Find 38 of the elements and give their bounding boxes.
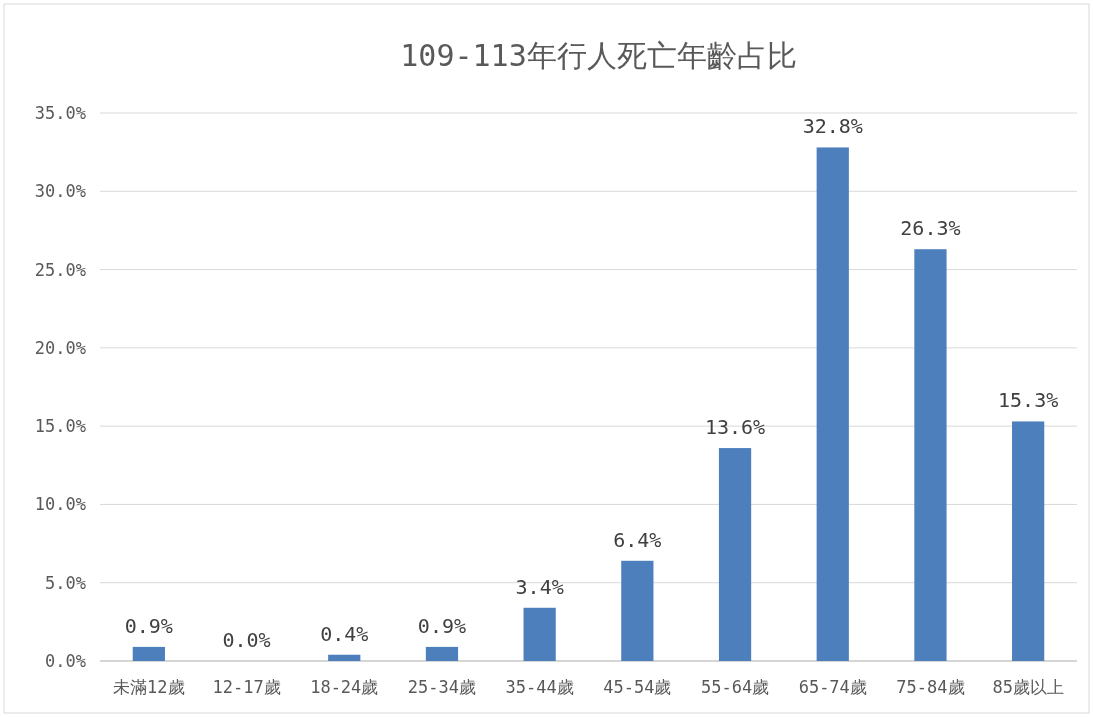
y-tick-label: 30.0% — [34, 181, 86, 202]
x-tick-label: 65-74歲 — [798, 677, 867, 697]
bar — [328, 654, 361, 661]
bar — [718, 448, 752, 661]
x-tick-label: 25-34歲 — [407, 677, 477, 697]
y-tick-label: 15.0% — [34, 416, 86, 437]
data-label: 0.9% — [417, 613, 467, 638]
bar — [132, 646, 165, 661]
y-tick-label: 5.0% — [45, 572, 86, 593]
x-tick-label: 45-54歲 — [603, 677, 672, 697]
x-tick-label: 18-24歲 — [310, 677, 379, 697]
data-label: 26.3% — [900, 216, 961, 241]
bar — [914, 249, 947, 661]
data-label: 3.4% — [515, 574, 564, 599]
data-label: 0.0% — [222, 628, 271, 652]
bar — [621, 560, 654, 661]
x-tick-label: 未滿12歲 — [113, 677, 185, 697]
data-label: 6.4% — [613, 527, 662, 552]
x-tick-label: 55-64歲 — [700, 677, 770, 697]
y-tick-label: 25.0% — [34, 259, 86, 280]
bar — [816, 147, 849, 661]
data-label: 13.6% — [704, 415, 766, 440]
data-label: 0.4% — [320, 621, 369, 646]
chart-title: 109-113年行人死亡年齡占比 — [400, 38, 797, 73]
x-tick-label: 35-44歲 — [505, 677, 574, 697]
data-label: 32.8% — [802, 114, 863, 139]
x-tick-label: 75-84歲 — [896, 677, 965, 697]
y-tick-label: 35.0% — [34, 103, 86, 123]
x-tick-label: 85歲以上 — [992, 677, 1064, 697]
data-label: 15.3% — [998, 388, 1059, 413]
y-tick-label: 0.0% — [45, 651, 86, 671]
y-tick-label: 10.0% — [34, 494, 86, 515]
data-label: 0.9% — [124, 613, 173, 638]
x-tick-label: 12-17歲 — [212, 677, 281, 697]
bar — [1012, 421, 1045, 661]
bar — [425, 646, 459, 661]
bar — [523, 607, 556, 661]
y-tick-label: 20.0% — [34, 337, 86, 358]
